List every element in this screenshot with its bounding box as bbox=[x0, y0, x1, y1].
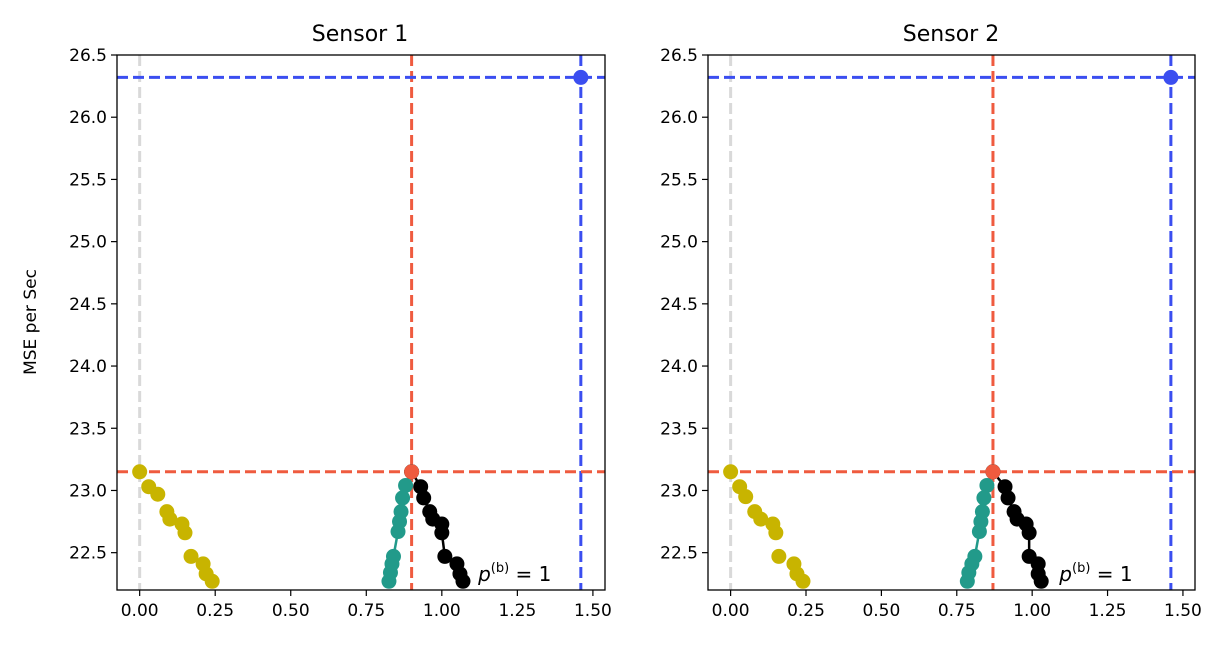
y-tick-label: 22.5 bbox=[69, 544, 107, 564]
annotation-superscript: (b) bbox=[1072, 561, 1090, 576]
x-tick-label: 1.50 bbox=[574, 601, 612, 621]
chart-sensor-1: Sensor 1 MSE per Sec 0.00 0.25 0.50 0.75 1.0… bbox=[21, 22, 612, 621]
y-tick-label: 24.0 bbox=[660, 357, 698, 377]
plot-content bbox=[708, 55, 1195, 590]
y-tick-label: 24.0 bbox=[69, 357, 107, 377]
x-tick-label: 0.50 bbox=[862, 601, 900, 621]
x-tick-label: 1.00 bbox=[423, 601, 461, 621]
y-axis-label: MSE per Sec bbox=[21, 269, 41, 375]
annotation-superscript: (b) bbox=[491, 561, 509, 576]
annotation-rest: = 1 bbox=[1090, 562, 1132, 586]
data-point bbox=[204, 573, 220, 589]
x-tick-label: 0.75 bbox=[347, 601, 385, 621]
x-tick-label: 1.25 bbox=[498, 601, 536, 621]
plot-area: 0.00 0.25 0.50 0.75 1.00 1.25 1.50 22.5 23.0 23.5… bbox=[69, 46, 612, 621]
y-tick-label: 25.5 bbox=[69, 170, 107, 190]
data-point bbox=[979, 477, 995, 493]
data-point bbox=[1163, 69, 1179, 85]
data-point bbox=[771, 548, 787, 564]
data-point bbox=[437, 548, 453, 564]
data-point bbox=[183, 548, 199, 564]
chart-title: Sensor 2 bbox=[903, 22, 999, 47]
data-point bbox=[753, 511, 769, 527]
y-tick-label: 26.0 bbox=[69, 108, 107, 128]
x-tick-label: 0.25 bbox=[787, 601, 825, 621]
data-point bbox=[738, 489, 754, 505]
x-tick-label: 0.75 bbox=[938, 601, 976, 621]
data-point bbox=[723, 464, 739, 480]
plot-area: 0.00 0.25 0.50 0.75 1.00 1.25 1.50 22.5 23.0 23.5… bbox=[660, 46, 1202, 621]
data-point bbox=[985, 464, 1001, 480]
annotation-p-b: p(b) = 1 bbox=[477, 561, 551, 586]
data-point bbox=[150, 486, 166, 502]
data-point bbox=[1000, 490, 1016, 506]
y-tick-label: 23.5 bbox=[69, 419, 107, 439]
data-point bbox=[976, 490, 992, 506]
axes-frame bbox=[707, 54, 1196, 591]
y-tick-label: 25.0 bbox=[660, 233, 698, 253]
data-point bbox=[381, 573, 397, 589]
chart-title: Sensor 1 bbox=[312, 22, 408, 47]
y-tick-label: 26.5 bbox=[660, 46, 698, 66]
data-point bbox=[177, 525, 193, 541]
y-tick-label: 22.5 bbox=[660, 544, 698, 564]
data-point bbox=[404, 464, 420, 480]
y-tick-label: 24.5 bbox=[69, 295, 107, 315]
x-tick-label: 0.25 bbox=[196, 601, 234, 621]
data-point bbox=[395, 490, 411, 506]
y-tick-label: 25.5 bbox=[660, 170, 698, 190]
x-tick-label: 1.25 bbox=[1089, 601, 1127, 621]
annotation-base: p bbox=[477, 562, 491, 586]
annotation-base: p bbox=[1058, 562, 1072, 586]
annotation-p-b: p(b) = 1 bbox=[1058, 561, 1132, 586]
data-point bbox=[390, 524, 406, 540]
data-point bbox=[162, 511, 178, 527]
y-tick-label: 23.0 bbox=[69, 481, 107, 501]
x-tick-label: 1.00 bbox=[1013, 601, 1051, 621]
data-point bbox=[768, 525, 784, 541]
annotation-rest: = 1 bbox=[509, 562, 551, 586]
data-point bbox=[1021, 525, 1037, 541]
data-point bbox=[455, 573, 471, 589]
data-point bbox=[132, 464, 148, 480]
data-point bbox=[434, 525, 450, 541]
y-tick-label: 25.0 bbox=[69, 233, 107, 253]
y-tick-label: 26.0 bbox=[660, 108, 698, 128]
y-tick-label: 23.0 bbox=[660, 481, 698, 501]
data-point bbox=[416, 490, 432, 506]
data-point bbox=[959, 573, 975, 589]
data-point bbox=[398, 477, 414, 493]
x-tick-label: 0.50 bbox=[272, 601, 310, 621]
data-point bbox=[971, 524, 987, 540]
x-tick-label: 0.00 bbox=[121, 601, 159, 621]
y-tick-label: 26.5 bbox=[69, 46, 107, 66]
chart-sensor-2: Sensor 2 0.00 0.25 0.50 0.75 1.00 1.25 1.50 22.… bbox=[660, 22, 1202, 621]
data-point bbox=[1033, 573, 1049, 589]
x-tick-label: 0.00 bbox=[712, 601, 750, 621]
y-tick-label: 23.5 bbox=[660, 419, 698, 439]
x-tick-label: 1.50 bbox=[1164, 601, 1202, 621]
plot-content bbox=[117, 55, 605, 590]
y-tick-label: 24.5 bbox=[660, 295, 698, 315]
axes-frame bbox=[116, 54, 606, 591]
data-point bbox=[795, 573, 811, 589]
data-point bbox=[573, 69, 589, 85]
